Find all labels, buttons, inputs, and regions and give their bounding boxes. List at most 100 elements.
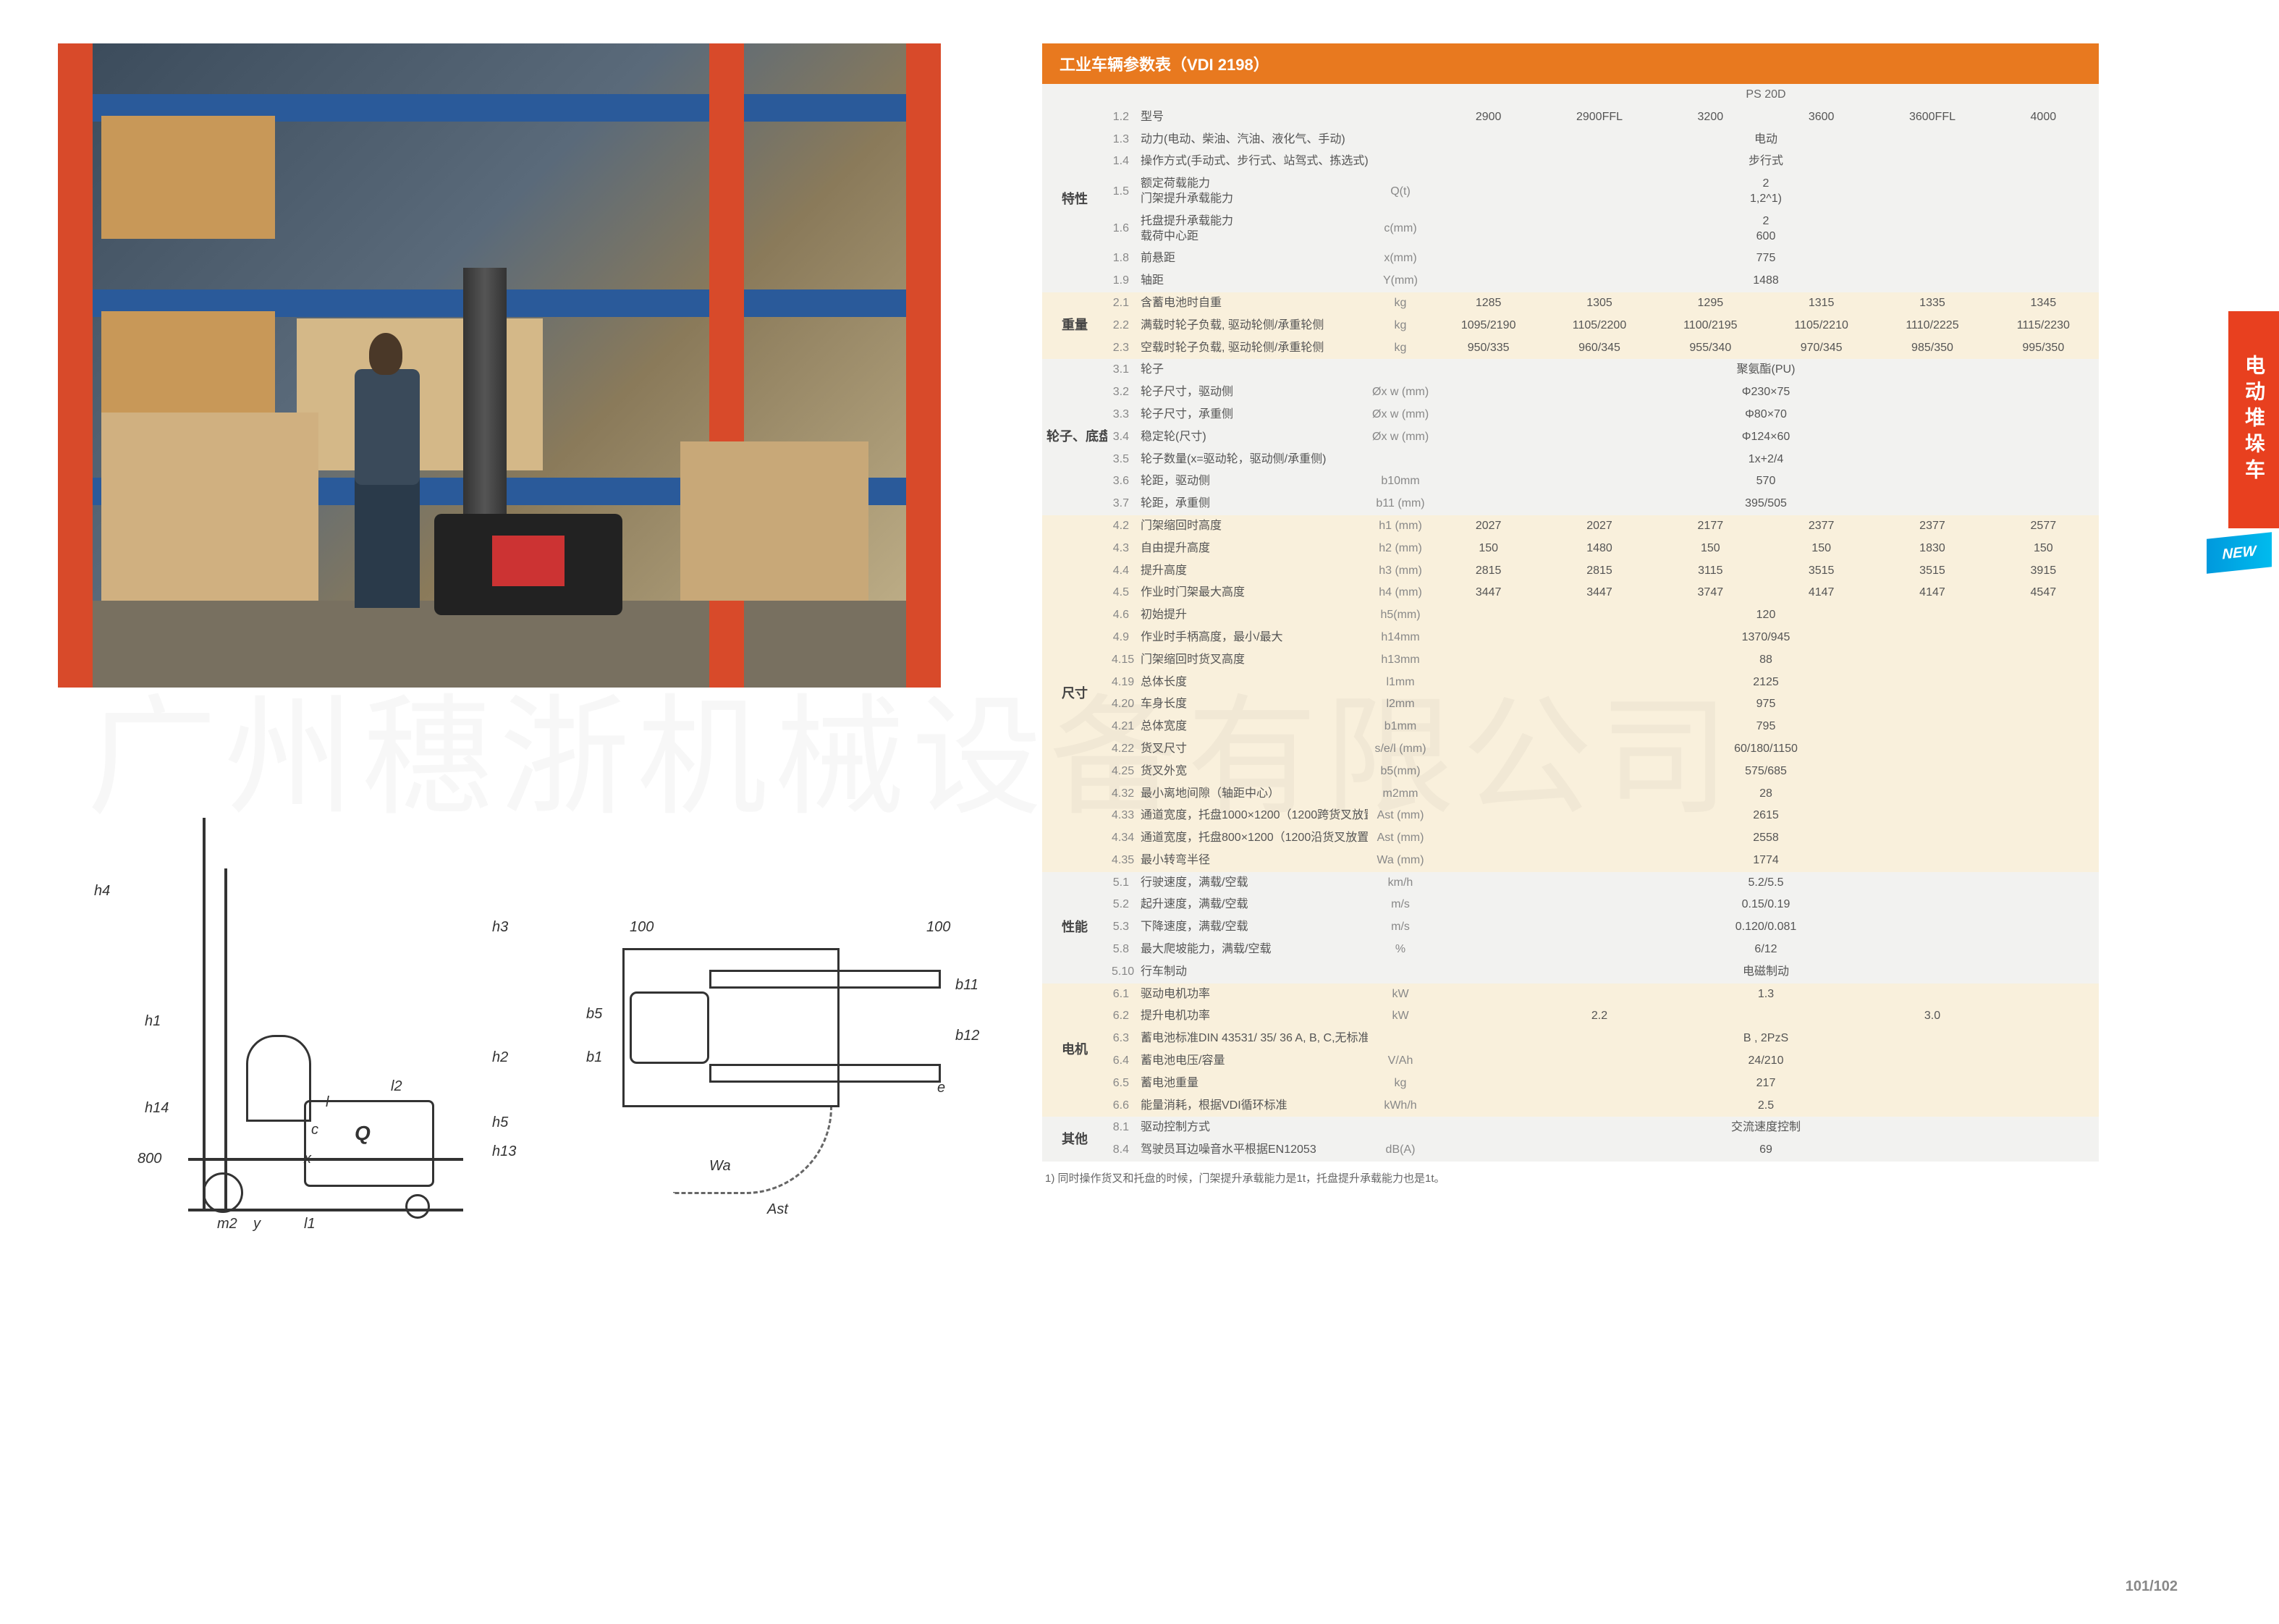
row-label: 通道宽度，托盘1000×1200（1200跨货叉放置）	[1136, 805, 1368, 827]
row-value: 0.15/0.19	[1433, 894, 2099, 916]
row-value: 775	[1433, 248, 2099, 270]
row-unit: h2 (mm)	[1368, 538, 1433, 560]
row-num: 5.8	[1107, 939, 1136, 961]
row-value: 217	[1433, 1073, 2099, 1095]
row-label: 型号	[1136, 106, 1368, 129]
row-value: 3447	[1544, 582, 1654, 604]
row-unit: l2mm	[1368, 693, 1433, 716]
row-unit: h4 (mm)	[1368, 582, 1433, 604]
row-label: 稳定轮(尺寸)	[1136, 426, 1368, 449]
row-value: 795	[1433, 716, 2099, 738]
row-label: 最小离地间隙（轴距中心）	[1136, 783, 1368, 805]
row-num: 3.6	[1107, 470, 1136, 493]
row-value: 150	[1433, 538, 1544, 560]
row-label: 最大爬坡能力，满载/空载	[1136, 939, 1368, 961]
row-label: 驱动控制方式	[1136, 1117, 1368, 1139]
row-value: Φ80×70	[1433, 404, 2099, 426]
row-value: 2125	[1433, 672, 2099, 694]
row-unit: kW	[1368, 984, 1433, 1006]
row-value: 6/12	[1433, 939, 2099, 961]
row-unit	[1368, 1117, 1433, 1139]
category-tab: 电动堆垛车	[2228, 311, 2279, 528]
dim-100b: 100	[926, 919, 950, 936]
dim-h2: h2	[492, 1049, 508, 1066]
row-value: 1100/2195	[1655, 315, 1766, 337]
row-label: 动力(电动、柴油、汽油、液化气、手动)	[1136, 129, 1368, 151]
dim-b5: b5	[586, 1006, 602, 1023]
row-num: 5.2	[1107, 894, 1136, 916]
row-label: 提升高度	[1136, 560, 1368, 583]
row-num: 5.1	[1107, 872, 1136, 895]
table-title: 工业车辆参数表（VDI 2198）	[1042, 43, 2099, 84]
row-label: 车身长度	[1136, 693, 1368, 716]
dim-h1: h1	[145, 1013, 161, 1030]
row-label: 轮子尺寸，承重侧	[1136, 404, 1368, 426]
row-value: 电磁制动	[1433, 961, 2099, 984]
row-unit: b1mm	[1368, 716, 1433, 738]
row-unit: V/Ah	[1368, 1050, 1433, 1073]
row-label: 轮子数量(x=驱动轮，驱动侧/承重侧)	[1136, 449, 1368, 471]
row-value: 975	[1433, 693, 2099, 716]
row-value: 3447	[1433, 582, 1544, 604]
section-6-name: 其他	[1042, 1117, 1107, 1162]
row-num: 4.19	[1107, 672, 1136, 694]
row-num: 1.5	[1107, 173, 1136, 211]
row-label: 总体宽度	[1136, 716, 1368, 738]
row-num: 1.2	[1107, 106, 1136, 129]
section-3-name: 尺寸	[1042, 515, 1107, 872]
dim-Wa: Wa	[709, 1158, 731, 1175]
operator-silhouette	[333, 333, 434, 608]
row-value: 985/350	[1877, 337, 1987, 360]
row-unit: l1mm	[1368, 672, 1433, 694]
row-label: 总体长度	[1136, 672, 1368, 694]
footnote: 1) 同时操作货叉和托盘的时候，门架提升承载能力是1t，托盘提升承载能力也是1t…	[1042, 1170, 2192, 1185]
row-value: 1295	[1655, 292, 1766, 315]
row-value: 2900	[1433, 106, 1544, 129]
row-num: 6.6	[1107, 1095, 1136, 1117]
dim-h3: h3	[492, 919, 508, 936]
row-unit: kW	[1368, 1005, 1433, 1028]
row-value: 575/685	[1433, 761, 2099, 783]
row-label: 门架缩回时高度	[1136, 515, 1368, 538]
row-label: 行车制动	[1136, 961, 1368, 984]
row-value: 21,2^1)	[1433, 173, 2099, 211]
row-unit: m2mm	[1368, 783, 1433, 805]
row-unit	[1368, 359, 1433, 381]
row-num: 2.1	[1107, 292, 1136, 315]
section-0-name: 特性	[1042, 106, 1107, 292]
row-value: 150	[1988, 538, 2099, 560]
dim-h5: h5	[492, 1115, 508, 1131]
row-num: 1.9	[1107, 270, 1136, 292]
row-unit: kg	[1368, 337, 1433, 360]
row-label: 蓄电池标准DIN 43531/ 35/ 36 A, B, C,无标准	[1136, 1028, 1368, 1050]
row-num: 6.3	[1107, 1028, 1136, 1050]
row-unit: s/e/l (mm)	[1368, 738, 1433, 761]
row-label: 初始提升	[1136, 604, 1368, 627]
row-num: 4.21	[1107, 716, 1136, 738]
row-num: 4.32	[1107, 783, 1136, 805]
row-unit: Øx w (mm)	[1368, 404, 1433, 426]
row-value: 1105/2210	[1766, 315, 1877, 337]
row-unit: kg	[1368, 292, 1433, 315]
row-unit: Y(mm)	[1368, 270, 1433, 292]
row-value: 1305	[1544, 292, 1654, 315]
dim-h14: h14	[145, 1100, 169, 1117]
row-value: 2558	[1433, 827, 2099, 850]
row-label: 满载时轮子负载, 驱动轮侧/承重轮侧	[1136, 315, 1368, 337]
row-label: 轮子	[1136, 359, 1368, 381]
row-num: 6.4	[1107, 1050, 1136, 1073]
dim-y: y	[253, 1216, 261, 1232]
row-value: 2600	[1433, 211, 2099, 248]
row-num: 2.3	[1107, 337, 1136, 360]
row-value: 995/350	[1988, 337, 2099, 360]
row-value: Φ124×60	[1433, 426, 2099, 449]
row-num: 5.3	[1107, 916, 1136, 939]
row-value: 960/345	[1544, 337, 1654, 360]
row-num: 4.2	[1107, 515, 1136, 538]
row-label: 含蓄电池时自重	[1136, 292, 1368, 315]
row-num: 4.3	[1107, 538, 1136, 560]
row-value: 3115	[1655, 560, 1766, 583]
row-label: 起升速度，满载/空载	[1136, 894, 1368, 916]
row-unit	[1368, 961, 1433, 984]
dim-l: l	[326, 1094, 329, 1111]
